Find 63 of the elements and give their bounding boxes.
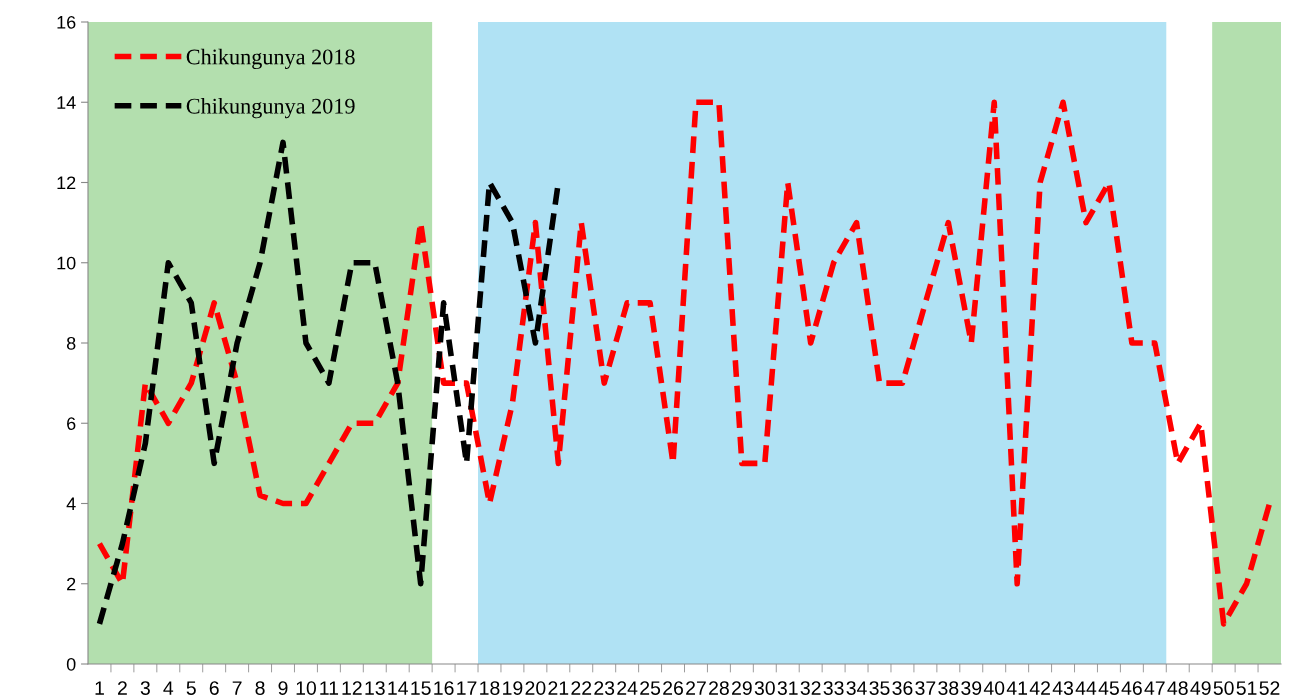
x-tick-label: 43 — [1052, 681, 1074, 695]
x-tick-label: 12 — [342, 681, 362, 695]
y-tick-label: 6 — [67, 417, 76, 430]
x-tick-label: 50 — [1213, 681, 1234, 695]
x-tick-label: 20 — [525, 681, 546, 695]
x-tick-label: 4 — [163, 681, 174, 695]
x-tick-label: 41 — [1006, 681, 1028, 695]
x-tick-label: 10 — [296, 681, 317, 695]
x-tick-label: 24 — [617, 681, 638, 695]
y-tick-label: 12 — [57, 176, 76, 190]
x-tick-label: 18 — [480, 681, 500, 695]
x-tick-label: 36 — [892, 681, 913, 695]
x-tick-label: 52 — [1259, 681, 1280, 695]
x-tick-label: 6 — [209, 681, 219, 695]
legend-label: Chikungunya 2018 — [186, 48, 355, 70]
x-tick-label: 2 — [117, 681, 127, 695]
x-tick-label: 51 — [1236, 681, 1257, 695]
x-tick-label: 21 — [548, 681, 569, 695]
x-tick-label: 17 — [457, 681, 477, 695]
y-tick-label: 16 — [57, 15, 76, 29]
x-tick-label: 32 — [800, 681, 821, 695]
x-tick-label: 47 — [1144, 681, 1165, 695]
x-tick-label: 46 — [1121, 681, 1142, 695]
x-tick-label: 8 — [255, 681, 265, 695]
x-tick-label: 28 — [709, 681, 729, 695]
x-tick-label: 22 — [571, 681, 592, 695]
x-tick-label: 48 — [1167, 681, 1188, 695]
x-tick-label: 44 — [1075, 681, 1097, 695]
x-tick-label: 30 — [754, 681, 775, 695]
y-tick-label: 14 — [57, 96, 76, 109]
x-tick-label: 40 — [983, 681, 1005, 695]
x-tick-label: 31 — [777, 681, 798, 695]
y-tick-label: 0 — [66, 657, 76, 671]
y-tick-label: 2 — [67, 577, 76, 591]
x-tick-label: 3 — [140, 681, 150, 695]
x-tick-label: 49 — [1190, 681, 1211, 695]
x-tick-label: 45 — [1098, 681, 1119, 695]
x-tick-label: 37 — [915, 681, 936, 695]
x-tick-label: 33 — [823, 681, 844, 695]
legend-label: Chikungunya 2019 — [186, 98, 355, 119]
x-tick-label: 23 — [594, 681, 615, 695]
x-tick-label: 34 — [846, 681, 867, 695]
x-tick-label: 39 — [961, 681, 982, 695]
x-tick-label: 42 — [1029, 681, 1050, 695]
x-tick-label: 27 — [686, 681, 706, 695]
x-tick-label: 9 — [278, 681, 288, 695]
y-tick-label: 8 — [66, 336, 76, 350]
y-tick-label: 4 — [66, 497, 76, 511]
x-tick-label: 15 — [411, 681, 431, 695]
y-tick-label: 10 — [57, 256, 76, 270]
x-tick-label: 16 — [434, 681, 454, 695]
x-tick-label: 11 — [320, 681, 339, 695]
x-tick-label: 38 — [938, 681, 959, 695]
x-tick-label: 5 — [186, 681, 196, 695]
x-tick-label: 1 — [95, 681, 104, 695]
x-tick-label: 25 — [640, 681, 661, 695]
x-tick-label: 7 — [232, 681, 242, 695]
x-tick-label: 13 — [365, 681, 385, 695]
x-tick-label: 26 — [663, 681, 683, 695]
x-tick-label: 19 — [503, 681, 523, 695]
x-tick-label: 29 — [732, 681, 752, 695]
x-tick-label: 35 — [869, 681, 890, 695]
x-tick-label: 14 — [388, 681, 408, 695]
